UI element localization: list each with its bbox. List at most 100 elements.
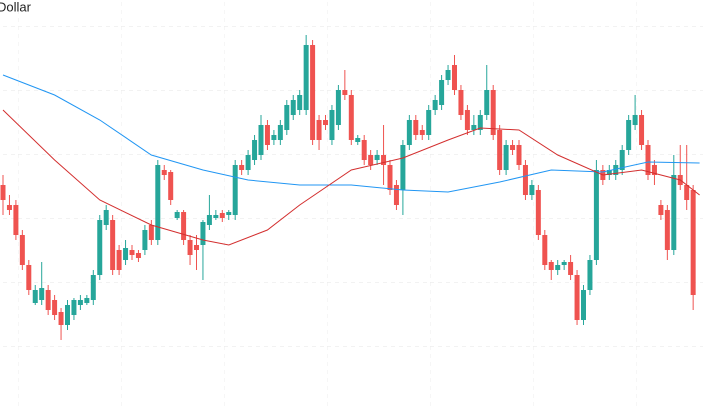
candle-body — [155, 165, 161, 240]
candle-body — [110, 220, 116, 270]
candle-body — [52, 300, 58, 315]
candle-body — [181, 212, 187, 240]
candle-body — [587, 260, 593, 290]
candle-body — [458, 90, 464, 115]
candle-body — [368, 155, 374, 165]
candle-body — [226, 212, 232, 215]
candle-body — [142, 230, 148, 250]
candle-body — [303, 45, 309, 110]
candle-body — [187, 240, 193, 255]
candle-body — [522, 165, 528, 195]
candle-body — [413, 120, 419, 135]
candle-body — [13, 205, 19, 235]
candle-body — [619, 150, 625, 170]
candle-body — [84, 298, 90, 303]
candle-body — [348, 95, 354, 140]
candle-body — [271, 135, 277, 140]
candle-body — [658, 205, 664, 215]
candle-body — [555, 265, 561, 270]
candle-body — [452, 65, 457, 90]
candle-body — [613, 165, 619, 175]
candle-body — [529, 185, 535, 195]
candle-body — [45, 290, 51, 310]
candle-body — [374, 155, 380, 160]
candle-body — [381, 155, 387, 165]
candle-body — [135, 253, 141, 258]
candle-body — [593, 170, 599, 260]
candle-body — [690, 190, 696, 295]
candle-body — [542, 235, 548, 265]
candle-body — [206, 215, 212, 225]
candle-body — [194, 245, 199, 250]
candle-body — [90, 275, 96, 300]
candle-body — [323, 120, 328, 125]
candle-body — [174, 212, 180, 218]
candle-body — [26, 265, 32, 290]
candle-body — [284, 105, 290, 130]
candle-body — [97, 220, 103, 275]
candle-body — [548, 262, 554, 270]
candle-body — [361, 140, 367, 160]
candle-body — [471, 125, 477, 130]
candle-body — [419, 130, 425, 135]
candle-body — [503, 145, 509, 170]
candle-body — [632, 115, 638, 125]
moving-average — [2, 109, 700, 246]
candle-body — [148, 225, 154, 240]
candle-body — [58, 312, 64, 325]
candle-body — [432, 100, 438, 110]
candle-body — [464, 110, 470, 130]
candle-body — [497, 130, 503, 170]
candle-body — [232, 165, 238, 215]
candle-body — [39, 288, 45, 300]
candle-body — [684, 185, 690, 200]
candle-body — [406, 120, 412, 145]
candle-body — [123, 248, 129, 260]
candle-body — [310, 45, 316, 140]
candle-body — [19, 235, 25, 265]
candle-body — [574, 275, 580, 320]
candle-body — [200, 222, 206, 245]
candle-body — [535, 190, 541, 235]
candle-body — [116, 250, 122, 270]
marks — [0, 35, 700, 340]
candle-body — [400, 145, 406, 190]
candle-body — [335, 90, 341, 125]
candle-body — [258, 125, 264, 155]
candle-body — [239, 165, 245, 170]
candle-body — [65, 305, 70, 325]
candle-body — [264, 125, 270, 145]
candle-body — [645, 145, 651, 175]
candle-body — [0, 185, 6, 200]
candle-body — [219, 213, 225, 218]
candle-body — [71, 300, 77, 315]
moving-average — [2, 74, 700, 193]
candle-body — [651, 165, 657, 175]
candle-body — [393, 185, 399, 205]
candle-body — [510, 145, 516, 150]
candle-body — [77, 300, 83, 305]
candle-body — [606, 170, 612, 175]
candle-body — [477, 115, 483, 130]
candle-body — [355, 138, 361, 142]
candle-body — [277, 125, 283, 140]
candle-body — [664, 210, 670, 250]
candle-body — [439, 80, 445, 105]
candle-body — [484, 90, 490, 115]
candle-body — [426, 110, 432, 135]
candle-body — [168, 172, 174, 200]
candle-body — [103, 210, 109, 225]
candle-body — [213, 215, 219, 218]
candle-body — [32, 290, 38, 303]
candle-body — [342, 90, 348, 95]
candle-body — [568, 262, 574, 275]
candle-body — [6, 205, 12, 210]
candle-body — [490, 90, 496, 135]
candle-body — [561, 262, 567, 265]
candle-body — [581, 290, 586, 320]
candle-body — [671, 175, 677, 250]
chart-title: Dollar — [0, 0, 32, 14]
